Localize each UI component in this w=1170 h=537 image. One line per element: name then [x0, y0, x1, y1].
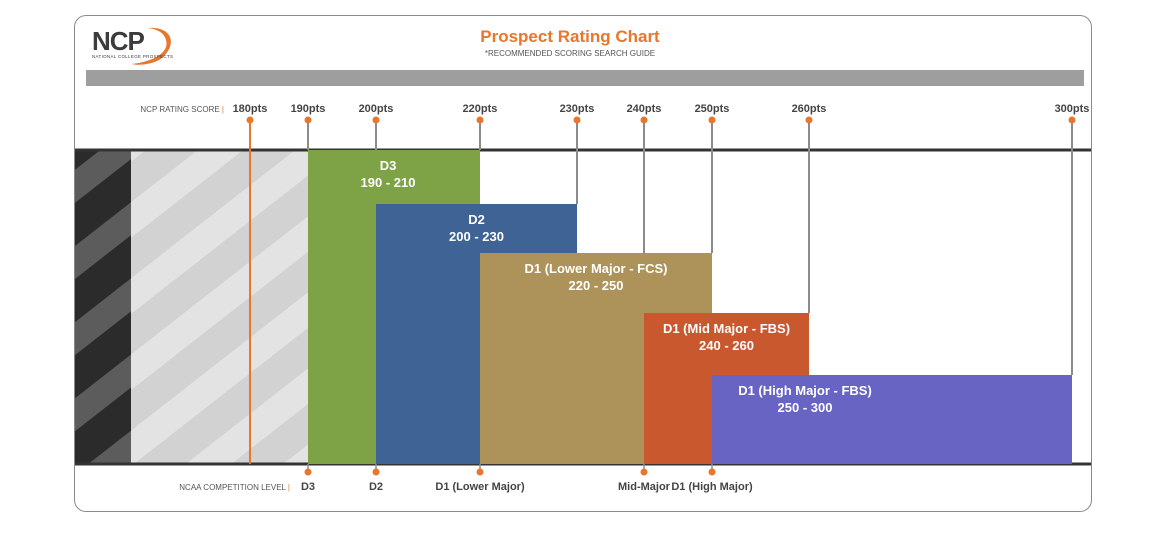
band-3-range: 240 - 260	[699, 338, 754, 353]
level-dot-0	[304, 468, 312, 476]
logo-subtext: NATIONAL COLLEGE PROSPECTS	[92, 54, 174, 59]
tick-dot-200	[372, 116, 380, 124]
chart-subtitle: *RECOMMENDED SCORING SEARCH GUIDE	[484, 49, 656, 58]
tick-label-230: 230pts	[560, 103, 595, 115]
band-1-name: D2	[468, 212, 485, 227]
competition-level-label-text: NCAA COMPETITION LEVEL	[179, 483, 286, 492]
level-label-0: D3	[301, 481, 315, 493]
tick-label-240: 240pts	[627, 103, 662, 115]
tick-label-180: 180pts	[233, 103, 268, 115]
tick-label-300: 300pts	[1055, 103, 1090, 115]
tick-dot-300	[1068, 116, 1076, 124]
band-2-name: D1 (Lower Major - FCS)	[524, 261, 667, 276]
tick-dot-180	[246, 116, 254, 124]
tick-label-200: 200pts	[359, 103, 394, 115]
rating-score-axis-label: NCP RATING SCORE |	[90, 105, 224, 114]
level-label-1: D2	[369, 481, 383, 493]
band-4-name: D1 (High Major - FBS)	[738, 383, 872, 398]
below-threshold-zone	[131, 150, 308, 464]
band-0-name: D3	[380, 158, 397, 173]
band-0-range: 190 - 210	[361, 175, 416, 190]
tick-dot-230	[573, 116, 581, 124]
tick-label-220: 220pts	[463, 103, 498, 115]
level-dot-3	[640, 468, 648, 476]
competition-level-axis-label: NCAA COMPETITION LEVEL |	[90, 483, 290, 492]
pipe-divider: |	[221, 105, 224, 114]
level-dot-1	[372, 468, 380, 476]
logo-text: NCP	[92, 26, 145, 56]
rating-score-label-text: NCP RATING SCORE	[140, 105, 220, 114]
level-label-2: D1 (Lower Major)	[435, 481, 525, 493]
level-label-4: D1 (High Major)	[671, 481, 753, 493]
tick-dot-260	[805, 116, 813, 124]
level-label-3: Mid-Major	[618, 481, 671, 493]
band-2-range: 220 - 250	[569, 278, 624, 293]
band-3-name: D1 (Mid Major - FBS)	[663, 321, 790, 336]
dark-stripe-zone	[75, 150, 131, 464]
pipe-divider: |	[287, 483, 290, 492]
chart-title: Prospect Rating Chart	[480, 27, 660, 46]
tick-label-260: 260pts	[792, 103, 827, 115]
band-1-range: 200 - 230	[449, 229, 504, 244]
tick-dot-240	[640, 116, 648, 124]
tick-label-190: 190pts	[291, 103, 326, 115]
tick-label-250: 250pts	[695, 103, 730, 115]
logo-swoosh-icon	[132, 27, 171, 65]
tick-dot-250	[708, 116, 716, 124]
tick-dot-220	[476, 116, 484, 124]
level-dot-2	[476, 468, 484, 476]
band-4	[712, 375, 1072, 464]
header-divider-bar	[86, 70, 1084, 86]
level-dot-4	[708, 468, 716, 476]
band-4-range: 250 - 300	[778, 400, 833, 415]
ncp-logo: NCP NATIONAL COLLEGE PROSPECTS	[92, 24, 182, 68]
tick-dot-190	[304, 116, 312, 124]
